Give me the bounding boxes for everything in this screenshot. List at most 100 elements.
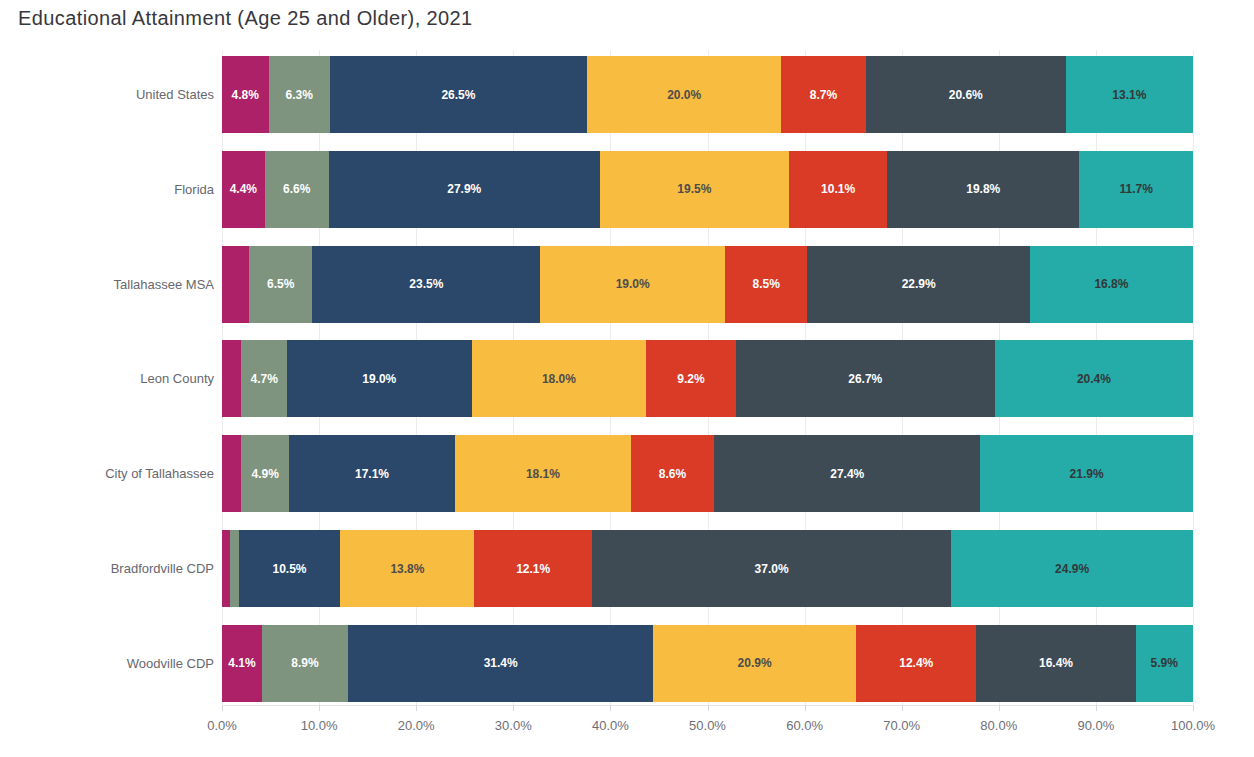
bar-row: 4.4% 6.6% 27.9% 19.5% 10.1% 19.8% 11.7%	[222, 151, 1193, 228]
data-label: 8.7%	[810, 88, 837, 102]
bar-segment-segment-2-sage[interactable]: 4.9%	[241, 435, 289, 512]
bar-segment-segment-1-magenta[interactable]	[222, 246, 249, 323]
bar-segment-segment-5-red[interactable]: 9.2%	[646, 340, 735, 417]
bar-segment-segment-5-red[interactable]: 8.5%	[725, 246, 808, 323]
bar-segment-segment-3-navy[interactable]: 27.9%	[329, 151, 600, 228]
bar-segment-segment-2-sage[interactable]: 8.9%	[262, 625, 348, 702]
data-label: 19.0%	[616, 277, 650, 291]
data-label: 19.5%	[677, 182, 711, 196]
bar-segment-segment-1-magenta[interactable]	[222, 340, 241, 417]
bar-segment-segment-6-slate[interactable]: 22.9%	[807, 246, 1029, 323]
category-label: Leon County	[0, 340, 214, 417]
data-label: 4.7%	[251, 372, 278, 386]
data-label: 20.0%	[667, 88, 701, 102]
bar-segment-segment-4-amber[interactable]: 19.5%	[600, 151, 789, 228]
bar-segment-segment-3-navy[interactable]: 19.0%	[287, 340, 471, 417]
data-label: 19.0%	[362, 372, 396, 386]
bar-segment-segment-4-amber[interactable]: 13.8%	[340, 530, 474, 607]
bar-segment-segment-1-magenta[interactable]	[222, 530, 230, 607]
bar-segment-segment-7-teal[interactable]: 20.4%	[995, 340, 1193, 417]
stacked-bar-chart: Educational Attainment (Age 25 and Older…	[0, 0, 1254, 757]
bar-segment-segment-2-sage[interactable]: 6.6%	[265, 151, 329, 228]
data-label: 16.4%	[1039, 656, 1073, 670]
data-label: 4.9%	[252, 467, 279, 481]
data-label: 12.4%	[899, 656, 933, 670]
bar-segment-segment-6-slate[interactable]: 37.0%	[592, 530, 951, 607]
data-label: 5.9%	[1151, 656, 1178, 670]
bar-segment-segment-6-slate[interactable]: 27.4%	[714, 435, 980, 512]
bar-segment-segment-5-red[interactable]: 8.6%	[631, 435, 715, 512]
bar-segment-segment-5-red[interactable]: 12.4%	[856, 625, 976, 702]
data-label: 6.5%	[267, 277, 294, 291]
data-label: 10.1%	[821, 182, 855, 196]
bar-segment-segment-1-magenta[interactable]: 4.1%	[222, 625, 262, 702]
bar-segment-segment-3-navy[interactable]: 26.5%	[330, 56, 587, 133]
bar-segment-segment-2-sage[interactable]: 4.7%	[241, 340, 287, 417]
bar-row: 6.5% 23.5% 19.0% 8.5% 22.9% 16.8%	[222, 246, 1193, 323]
bar-segment-segment-5-red[interactable]: 12.1%	[474, 530, 591, 607]
data-label: 37.0%	[755, 562, 789, 576]
data-label: 4.8%	[232, 88, 259, 102]
data-label: 10.5%	[272, 562, 306, 576]
data-label: 27.4%	[830, 467, 864, 481]
category-label: Woodville CDP	[0, 625, 214, 702]
bar-segment-segment-7-teal[interactable]: 13.1%	[1066, 56, 1193, 133]
bar-segment-segment-6-slate[interactable]: 26.7%	[736, 340, 995, 417]
data-label: 8.5%	[753, 277, 780, 291]
bar-segment-segment-2-sage[interactable]: 6.5%	[249, 246, 312, 323]
bar-row: 4.7% 19.0% 18.0%9.2% 26.7% 20.4%	[222, 340, 1193, 417]
bar-segment-segment-2-sage[interactable]: 6.3%	[269, 56, 330, 133]
data-label: 26.7%	[848, 372, 882, 386]
data-label: 27.9%	[447, 182, 481, 196]
bar-segment-segment-6-slate[interactable]: 19.8%	[887, 151, 1079, 228]
bar-segment-segment-6-slate[interactable]: 16.4%	[976, 625, 1135, 702]
bar-row: 10.5% 13.8% 12.1% 37.0% 24.9%	[222, 530, 1193, 607]
bar-segment-segment-4-amber[interactable]: 20.9%	[653, 625, 856, 702]
data-label: 23.5%	[409, 277, 443, 291]
bar-row: 4.9% 17.1% 18.1% 8.6% 27.4% 21.9%	[222, 435, 1193, 512]
data-label: 13.8%	[390, 562, 424, 576]
bar-row: 4.8% 6.3% 26.5% 20.0% 8.7% 20.6% 13.1%	[222, 56, 1193, 133]
bar-segment-segment-1-magenta[interactable]: 4.4%	[222, 151, 265, 228]
bar-segment-segment-7-teal[interactable]: 24.9%	[951, 530, 1193, 607]
bar-segment-segment-4-amber[interactable]: 20.0%	[587, 56, 781, 133]
category-label: Tallahassee MSA	[0, 246, 214, 323]
bar-segment-segment-7-teal[interactable]: 21.9%	[980, 435, 1193, 512]
data-label: 16.8%	[1094, 277, 1128, 291]
bar-segment-segment-3-navy[interactable]: 23.5%	[312, 246, 540, 323]
bar-segment-segment-4-amber[interactable]: 18.0%	[472, 340, 647, 417]
data-label: 18.1%	[526, 467, 560, 481]
bar-segment-segment-3-navy[interactable]: 31.4%	[348, 625, 653, 702]
data-label: 20.4%	[1077, 372, 1111, 386]
data-label: 17.1%	[355, 467, 389, 481]
data-label: 8.9%	[291, 656, 318, 670]
bar-segment-segment-3-navy[interactable]: 17.1%	[289, 435, 455, 512]
data-label: 6.6%	[283, 182, 310, 196]
data-label: 13.1%	[1112, 88, 1146, 102]
data-label: 20.6%	[949, 88, 983, 102]
bar-segment-segment-1-magenta[interactable]	[222, 435, 241, 512]
data-label: 19.8%	[966, 182, 1000, 196]
bar-segment-segment-5-red[interactable]: 8.7%	[781, 56, 865, 133]
data-label: 6.3%	[286, 88, 313, 102]
bar-segment-segment-7-teal[interactable]: 16.8%	[1030, 246, 1193, 323]
data-label: 26.5%	[441, 88, 475, 102]
bar-segment-segment-3-navy[interactable]: 10.5%	[239, 530, 341, 607]
bar-segment-segment-4-amber[interactable]: 18.1%	[455, 435, 631, 512]
data-label: 22.9%	[902, 277, 936, 291]
bar-segment-segment-7-teal[interactable]: 11.7%	[1079, 151, 1193, 228]
category-label: United States	[0, 56, 214, 133]
data-label: 12.1%	[516, 562, 550, 576]
bar-segment-segment-4-amber[interactable]: 19.0%	[540, 246, 724, 323]
data-label: 4.1%	[228, 656, 255, 670]
bar-segment-segment-5-red[interactable]: 10.1%	[789, 151, 887, 228]
bar-segment-segment-6-slate[interactable]: 20.6%	[866, 56, 1066, 133]
data-label: 8.6%	[659, 467, 686, 481]
bar-segment-segment-2-sage[interactable]	[230, 530, 239, 607]
category-label: City of Tallahassee	[0, 435, 214, 512]
bars-layer: United States 4.8% 6.3% 26.5% 20.0% 8.7% 20.6%…	[0, 0, 1254, 757]
data-label: 20.9%	[738, 656, 772, 670]
data-label: 24.9%	[1055, 562, 1089, 576]
bar-segment-segment-7-teal[interactable]: 5.9%	[1136, 625, 1193, 702]
bar-segment-segment-1-magenta[interactable]: 4.8%	[222, 56, 269, 133]
